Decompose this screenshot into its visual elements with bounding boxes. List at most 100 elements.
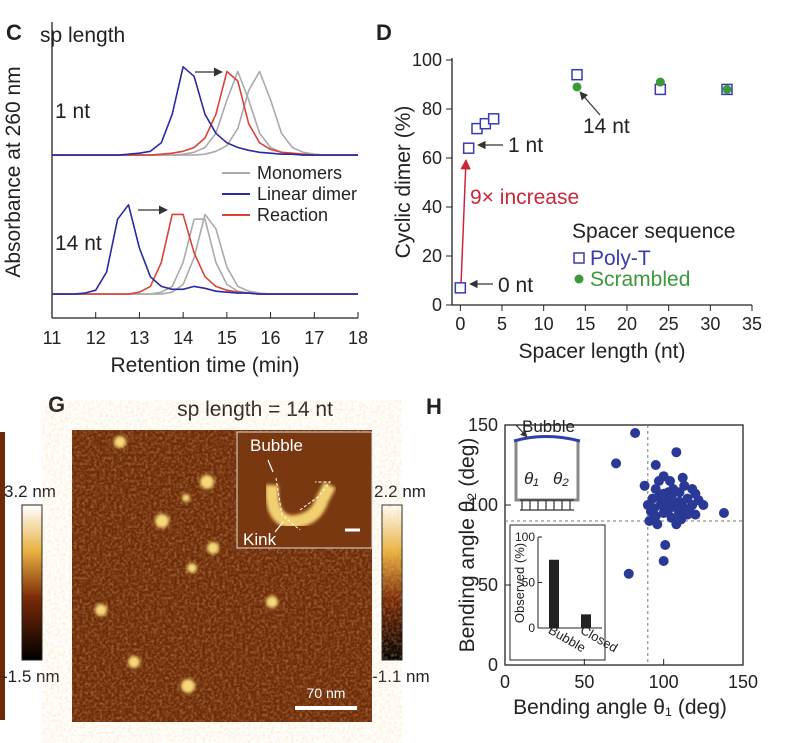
x-tick-label: 100 xyxy=(649,672,679,692)
point xyxy=(649,503,660,514)
point xyxy=(650,460,661,470)
x-tick-label: 50 xyxy=(574,672,594,692)
annotation: 0 nt xyxy=(498,274,533,297)
scale-bar-label: 70 nm xyxy=(307,685,346,701)
bar xyxy=(549,559,559,628)
y-tick-label: 150 xyxy=(468,415,498,435)
point xyxy=(698,500,709,510)
y-tick-label: 100 xyxy=(412,50,442,70)
point xyxy=(652,519,663,530)
legend-title: Spacer sequence xyxy=(572,220,735,243)
colorbar-label: -1.1 nm xyxy=(372,667,430,686)
legend-label: Poly-T xyxy=(590,247,651,270)
y-tick-label: 50 xyxy=(522,576,536,590)
y-axis-label: Bending angle θ₂ (deg) xyxy=(456,438,479,653)
panel-letter: D xyxy=(376,20,392,45)
x-tick-label: 17 xyxy=(304,328,324,348)
y-tick-label: 60 xyxy=(422,148,442,168)
x-tick-label: 10 xyxy=(534,314,554,334)
trace-label: 14 nt xyxy=(55,232,102,255)
y-tick-label: 80 xyxy=(422,99,442,119)
colorbar-label: -1.5 nm xyxy=(2,667,60,686)
x-tick-label: 5 xyxy=(497,314,507,334)
point xyxy=(677,472,688,483)
x-tick-label: 30 xyxy=(700,314,720,334)
inset-label: Bubble xyxy=(250,436,303,455)
annotation: 14 nt xyxy=(583,115,630,138)
bar xyxy=(581,614,591,628)
legend-label: Reaction xyxy=(257,205,328,225)
x-tick-label: 20 xyxy=(617,314,637,334)
y-axis-label: Cyclic dimer (%) xyxy=(392,106,415,259)
x-tick-label: 18 xyxy=(348,328,368,348)
trace xyxy=(52,204,358,295)
point xyxy=(676,514,687,525)
arrow xyxy=(460,158,471,286)
panel-letter: G xyxy=(48,392,65,417)
y-axis-label: Absorbance at 260 nm xyxy=(2,66,25,277)
legend-marker xyxy=(573,252,585,264)
point xyxy=(653,492,664,502)
point xyxy=(572,82,582,92)
point xyxy=(487,113,500,125)
y-tick-label: 0 xyxy=(488,655,498,675)
y-tick-label: 40 xyxy=(422,197,442,217)
inset-label: θ₁ xyxy=(524,469,539,488)
panel-title: sp length xyxy=(40,24,125,47)
point xyxy=(660,540,671,550)
point xyxy=(630,428,641,438)
trace-label: 1 nt xyxy=(55,100,90,123)
x-tick-label: 150 xyxy=(728,672,758,692)
point xyxy=(718,508,729,518)
x-tick-label: 25 xyxy=(659,314,679,334)
arrow xyxy=(579,91,601,116)
x-tick-label: 11 xyxy=(43,328,62,348)
x-tick-label: 35 xyxy=(742,314,762,334)
point xyxy=(644,516,655,526)
inset-label: θ₂ xyxy=(553,469,569,488)
x-tick-label: 12 xyxy=(86,328,106,348)
legend-label: Monomers xyxy=(257,163,342,183)
legend-label: Scrambled xyxy=(590,268,690,291)
point xyxy=(454,282,467,294)
legend-marker xyxy=(574,274,584,284)
afm-edge xyxy=(0,432,5,720)
colorbar xyxy=(21,504,43,661)
y-tick-label: 100 xyxy=(515,530,535,544)
inset-diagram xyxy=(513,424,581,511)
legend-label: Linear dimer xyxy=(257,184,357,204)
x-axis-label: Retention time (min) xyxy=(110,354,299,377)
y-tick-label: 0 xyxy=(432,295,442,315)
colorbar-label: 3.2 nm xyxy=(4,482,56,501)
y-tick-label: 20 xyxy=(422,246,442,266)
point xyxy=(672,504,683,515)
point xyxy=(658,556,669,566)
point xyxy=(663,487,674,498)
panel-letter: C xyxy=(6,20,22,45)
x-tick-label: 0 xyxy=(455,314,465,334)
inset-label: Kink xyxy=(243,530,277,549)
x-axis-label: Bending angle θ₁ (deg) xyxy=(513,696,727,719)
point xyxy=(623,568,634,579)
point xyxy=(650,484,661,494)
colorbar-label: 2.2 nm xyxy=(374,482,426,501)
panel-letter: H xyxy=(426,394,442,419)
annotation: 9× increase xyxy=(470,186,579,209)
x-axis-label: Spacer length (nt) xyxy=(519,340,686,363)
colorbar xyxy=(381,504,403,661)
x-tick-label: 15 xyxy=(575,314,595,334)
y-tick-label: 0 xyxy=(528,621,535,635)
y-tick-label: 50 xyxy=(478,575,498,595)
point xyxy=(639,480,650,491)
point xyxy=(658,508,669,518)
point xyxy=(674,496,685,507)
annotation: 1 nt xyxy=(508,134,543,157)
point xyxy=(690,509,701,520)
x-tick-label: 16 xyxy=(261,328,281,348)
afm-image xyxy=(72,430,373,722)
point xyxy=(462,142,475,154)
inset-pointer xyxy=(274,521,284,533)
inset-pointer xyxy=(267,459,274,473)
